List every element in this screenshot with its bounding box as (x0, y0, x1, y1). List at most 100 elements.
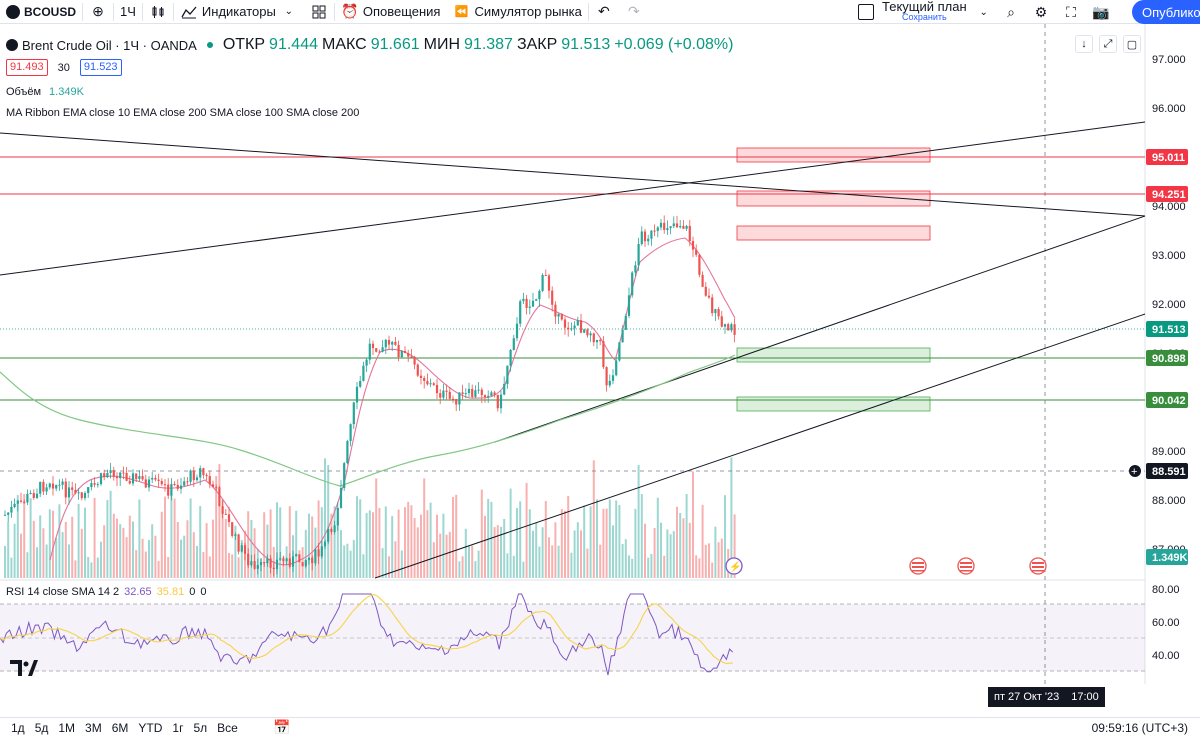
candle (531, 292, 535, 307)
range-button[interactable]: Все (217, 720, 238, 735)
volume-bar (32, 520, 35, 578)
layouts-button[interactable] (304, 0, 334, 24)
support-zone[interactable] (736, 396, 931, 412)
candle (109, 462, 112, 479)
redo-button[interactable]: ↷ (619, 0, 649, 24)
interval-button[interactable]: 1Ч (114, 0, 142, 24)
volume-bar (500, 526, 502, 578)
candle (215, 484, 218, 491)
volume-bar (333, 506, 336, 578)
candle (368, 338, 371, 365)
bid-ask-row: 91.493 30 91.523 (6, 59, 122, 76)
alerts-button[interactable]: ⏰ Оповещения (335, 0, 447, 24)
price-axis[interactable]: 97.00096.00095.00094.00093.00092.00091.0… (1152, 54, 1186, 556)
calendar-icon[interactable]: 📅 (273, 719, 291, 735)
volume-bar (720, 538, 723, 578)
support-zone[interactable] (736, 347, 931, 363)
indicators-button[interactable]: Индикаторы ⌄ (174, 0, 304, 24)
volume-bar (13, 523, 16, 578)
volume-bar (516, 507, 518, 578)
candle (314, 548, 317, 566)
candle (199, 465, 202, 486)
fullscreen-icon[interactable]: ⛶ (1066, 3, 1076, 20)
range-button[interactable]: 6М (111, 720, 129, 735)
main-chart[interactable]: ⚡ 97.00096.00095.00094.00093.00092.00091… (0, 24, 1200, 684)
plus-icon: + (1131, 466, 1137, 478)
buy-price-button[interactable]: 91.523 (79, 59, 122, 76)
replay-button[interactable]: ⏪ Симулятор рынка (446, 0, 587, 24)
candle (375, 348, 378, 353)
candle (67, 481, 71, 505)
candle (618, 342, 621, 362)
candle (512, 334, 515, 351)
rsi-legend[interactable]: RSI 14 close SMA 14 2 32.65 35.81 0 0 (6, 586, 206, 598)
volume-bar (64, 521, 67, 578)
resistance-zone[interactable] (736, 190, 931, 207)
candle (487, 390, 490, 403)
crosshair-plus-icon[interactable] (1129, 465, 1141, 477)
volume-bar (160, 511, 163, 578)
range-button[interactable]: 5л (193, 720, 208, 735)
clock[interactable]: 09:59:16 (UTC+3) (1091, 721, 1188, 735)
volume-bar (666, 529, 669, 578)
us-flag-event-icon[interactable] (1029, 557, 1047, 575)
resistance-zone[interactable] (736, 147, 931, 163)
candle (103, 469, 106, 481)
candle (519, 299, 522, 328)
volume-bar (224, 518, 227, 578)
volume-bar (698, 558, 701, 578)
candle (634, 261, 637, 277)
chart-type-button[interactable] (143, 0, 173, 24)
camera-icon[interactable]: 📷 (1092, 3, 1110, 20)
layout-save-button[interactable]: Текущий план Сохранить ⌄ (858, 0, 993, 24)
candle (160, 478, 163, 487)
rsi-axis[interactable]: 80.00 60.00 40.00 (1152, 584, 1180, 662)
volume-legend[interactable]: Объём 1.349K (6, 86, 84, 98)
range-button[interactable]: 1д (11, 720, 25, 735)
gear-icon[interactable]: ⚙ (1034, 3, 1048, 20)
trendline[interactable] (0, 132, 1146, 217)
scroll-down-button[interactable]: ↓ (1075, 35, 1093, 53)
maximize-button[interactable]: ▢ (1123, 35, 1141, 53)
candle (26, 489, 29, 506)
earnings-event-icon[interactable] (725, 557, 743, 575)
volume-bar (490, 501, 493, 578)
compare-button[interactable]: ⊕ (83, 0, 113, 24)
trendline[interactable] (0, 121, 1146, 276)
candle (179, 477, 183, 494)
resistance-zone[interactable] (736, 225, 931, 241)
volume-bar (336, 521, 339, 578)
trendline[interactable] (374, 313, 1146, 579)
volume-bar (103, 525, 106, 578)
bottom-toolbar: 1д 5д 1М 3М 6М YTD 1г 5л Все 📅 09:59:16 (UTC+3) (0, 717, 1200, 737)
volume-bar (154, 535, 157, 578)
us-flag-event-icon[interactable] (909, 557, 927, 575)
ma-ribbon-legend[interactable]: MA Ribbon EMA close 10 EMA close 200 SMA… (6, 107, 359, 119)
range-button[interactable]: 1М (58, 720, 76, 735)
volume-bar (672, 531, 675, 578)
volume-bar (493, 527, 496, 578)
undo-button[interactable]: ↶ (589, 0, 619, 24)
publish-button[interactable]: Опубликов (1132, 0, 1200, 24)
symbol-search[interactable]: BCOUSD (0, 0, 82, 24)
expand-button[interactable]: ⤢ (1099, 35, 1117, 53)
range-button[interactable]: 3М (85, 720, 102, 735)
range-button[interactable]: YTD (138, 720, 163, 735)
chart-title[interactable]: Brent Crude Oil · 1Ч · OANDA (22, 37, 197, 53)
candle (311, 555, 314, 571)
quick-search-icon[interactable]: ⌕ (1007, 3, 1015, 20)
price-tick-label: 89.000 (1152, 446, 1186, 458)
candle (442, 383, 445, 400)
volume-bar (74, 560, 77, 578)
sell-price-button[interactable]: 91.493 (6, 59, 48, 76)
candle (403, 346, 407, 354)
us-flag-event-icon[interactable] (957, 557, 975, 575)
volume-bar (544, 500, 547, 578)
range-button[interactable]: 5д (34, 720, 49, 735)
candle (730, 322, 733, 333)
trendline[interactable] (494, 215, 1146, 443)
candle (39, 481, 42, 498)
range-button[interactable]: 1г (172, 720, 184, 735)
volume-bar (80, 528, 83, 578)
high-label: МАКС (321, 36, 367, 53)
